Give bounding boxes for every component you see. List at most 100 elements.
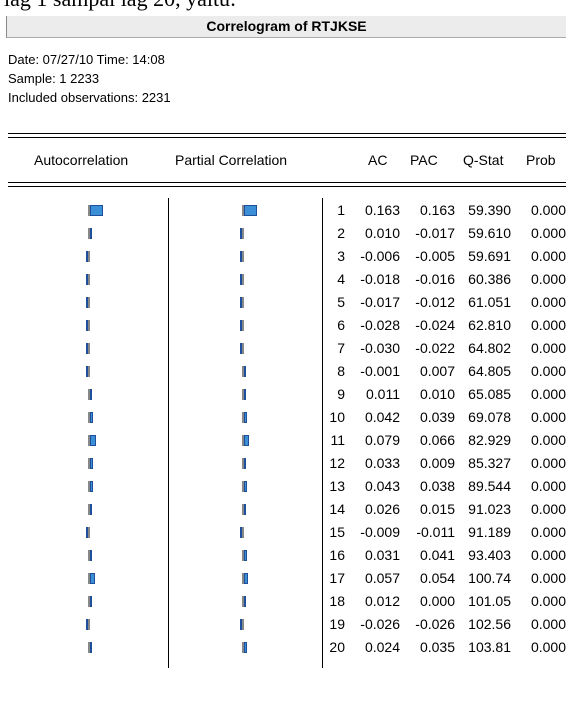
- row-q: 82.929: [468, 432, 511, 448]
- row-lag: 15: [329, 524, 345, 540]
- ac-bar: [90, 458, 93, 469]
- row-pac: 0.054: [419, 570, 455, 586]
- row-ac: -0.009: [360, 524, 400, 540]
- pac-bar: [240, 228, 242, 239]
- row-ac: 0.024: [364, 639, 400, 655]
- row-pac: -0.016: [415, 271, 455, 287]
- zero-tick: [88, 458, 90, 469]
- row-ac: -0.026: [360, 616, 400, 632]
- row-ac: 0.163: [364, 202, 400, 218]
- row-q: 85.327: [468, 455, 511, 471]
- row-prob: 0.000: [530, 225, 566, 241]
- ac-bar: [86, 366, 88, 377]
- header-partial-correlation: Partial Correlation: [175, 152, 288, 168]
- row-pac: 0.163: [419, 202, 455, 218]
- zero-tick: [242, 320, 244, 331]
- zero-tick: [242, 366, 244, 377]
- zero-tick: [88, 366, 90, 377]
- row-prob: 0.000: [530, 455, 566, 471]
- ac-bar: [86, 274, 88, 285]
- row-pac: 0.039: [419, 409, 455, 425]
- row-prob: 0.000: [530, 478, 566, 494]
- row-prob: 0.000: [530, 363, 566, 379]
- row-lag: 3: [337, 248, 345, 264]
- zero-tick: [88, 205, 90, 216]
- header-prob: Prob: [526, 152, 556, 168]
- row-prob: 0.000: [530, 202, 566, 218]
- pac-bar: [240, 619, 242, 630]
- row-q: 69.078: [468, 409, 511, 425]
- info-sample: Sample: 1 2233: [8, 71, 100, 86]
- zero-tick: [242, 274, 244, 285]
- header-qstat: Q-Stat: [463, 152, 504, 168]
- zero-tick: [242, 550, 244, 561]
- row-q: 101.05: [468, 593, 511, 609]
- pac-bar: [244, 573, 248, 584]
- row-pac: 0.000: [419, 593, 455, 609]
- row-prob: 0.000: [530, 317, 566, 333]
- row-q: 61.051: [468, 294, 511, 310]
- row-lag: 17: [329, 570, 345, 586]
- row-q: 89.544: [468, 478, 511, 494]
- pac-bar: [240, 274, 242, 285]
- zero-tick: [88, 642, 90, 653]
- row-lag: 10: [329, 409, 345, 425]
- ac-bar: [90, 389, 92, 400]
- row-prob: 0.000: [530, 524, 566, 540]
- row-prob: 0.000: [530, 294, 566, 310]
- zero-tick: [242, 458, 244, 469]
- row-pac: 0.035: [419, 639, 455, 655]
- row-prob: 0.000: [530, 616, 566, 632]
- pac-bar: [244, 389, 246, 400]
- row-ac: -0.006: [360, 248, 400, 264]
- row-q: 93.403: [468, 547, 511, 563]
- row-prob: 0.000: [530, 386, 566, 402]
- ac-bar: [86, 527, 88, 538]
- header-ac: AC: [368, 152, 388, 168]
- row-ac: 0.057: [364, 570, 400, 586]
- row-q: 59.691: [468, 248, 511, 264]
- row-q: 102.56: [468, 616, 511, 632]
- zero-tick: [242, 596, 244, 607]
- column-separator: [168, 198, 169, 668]
- row-prob: 0.000: [530, 639, 566, 655]
- row-pac: 0.007: [419, 363, 455, 379]
- pac-bar: [244, 205, 257, 216]
- pac-bar: [240, 343, 242, 354]
- row-lag: 18: [329, 593, 345, 609]
- row-q: 59.610: [468, 225, 511, 241]
- row-lag: 8: [337, 363, 345, 379]
- pac-bar: [240, 251, 242, 262]
- zero-tick: [88, 435, 90, 446]
- row-lag: 11: [330, 432, 345, 448]
- zero-tick: [88, 320, 90, 331]
- row-ac: 0.011: [366, 386, 400, 402]
- zero-tick: [242, 435, 244, 446]
- row-prob: 0.000: [530, 593, 566, 609]
- document-top-text: lag 1 sampai lag 20, yaitu:: [4, 0, 236, 12]
- ac-bar: [90, 550, 92, 561]
- pac-bar: [244, 458, 246, 469]
- header-bottom-rule: [8, 186, 566, 187]
- ac-bar: [90, 228, 92, 239]
- ac-bar: [90, 412, 93, 423]
- row-lag: 5: [337, 294, 345, 310]
- row-lag: 19: [329, 616, 345, 632]
- pac-bar: [244, 550, 247, 561]
- row-ac: -0.028: [360, 317, 400, 333]
- zero-tick: [88, 527, 90, 538]
- zero-tick: [88, 504, 90, 515]
- ac-bar: [86, 320, 88, 331]
- row-prob: 0.000: [530, 340, 566, 356]
- zero-tick: [88, 481, 90, 492]
- pac-bar: [240, 297, 242, 308]
- header-top-rule: [8, 137, 566, 138]
- header-autocorrelation: Autocorrelation: [34, 152, 129, 168]
- row-q: 59.390: [468, 202, 511, 218]
- pac-bar: [244, 504, 246, 515]
- zero-tick: [242, 205, 244, 216]
- row-lag: 2: [337, 225, 345, 241]
- zero-tick: [242, 504, 244, 515]
- row-ac: 0.043: [364, 478, 400, 494]
- zero-tick: [88, 343, 90, 354]
